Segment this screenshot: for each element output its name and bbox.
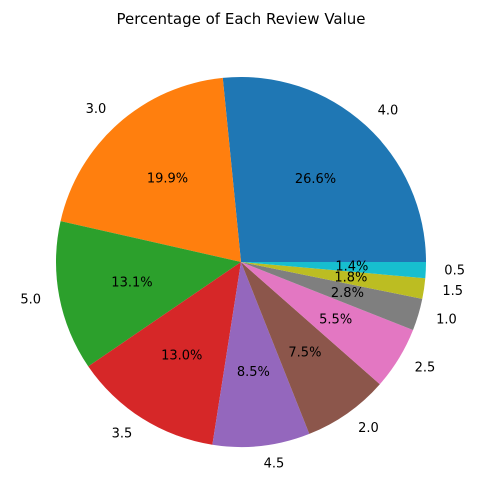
percent-label-4-0: 26.6% bbox=[295, 172, 336, 187]
pie-slice-4-0 bbox=[222, 76, 426, 262]
pie-slice-4-5 bbox=[212, 262, 310, 447]
pie-slice-3-5 bbox=[88, 262, 241, 445]
percent-label-0-5: 1.4% bbox=[335, 259, 368, 274]
pie-slices bbox=[55, 76, 426, 447]
slice-label-5-0: 5.0 bbox=[20, 293, 41, 308]
pie-slice-5-0 bbox=[55, 221, 242, 367]
percent-label-5-0: 13.1% bbox=[111, 275, 152, 290]
chart-title: Percentage of Each Review Value bbox=[116, 10, 365, 28]
slice-label-1-0: 1.0 bbox=[436, 312, 457, 327]
pie-slice-1-5 bbox=[241, 262, 426, 299]
pie-slice-3-0 bbox=[60, 77, 241, 263]
percent-label-2-5: 5.5% bbox=[319, 312, 352, 327]
pie-slice-2-0 bbox=[241, 262, 380, 434]
pie-slice-2-5 bbox=[241, 262, 414, 385]
slice-label-4-5: 4.5 bbox=[264, 457, 285, 472]
pie-slice-0-5 bbox=[241, 262, 426, 279]
slice-label-3-0: 3.0 bbox=[86, 102, 107, 117]
percent-label-1-0: 2.8% bbox=[331, 286, 364, 301]
slice-label-2-0: 2.0 bbox=[358, 421, 379, 436]
percent-label-2-0: 7.5% bbox=[288, 345, 321, 360]
percent-label-4-5: 8.5% bbox=[237, 365, 270, 380]
percent-label-1-5: 1.8% bbox=[334, 270, 367, 285]
pie-slice-1-0 bbox=[241, 262, 423, 331]
slice-label-0-5: 0.5 bbox=[444, 263, 465, 278]
slice-label-1-5: 1.5 bbox=[442, 284, 463, 299]
percent-label-3-5: 13.0% bbox=[161, 348, 202, 363]
slice-labels: 4.0 3.0 5.0 3.5 4.5 2.0 2.5 1.0 1.5 0.5 bbox=[20, 102, 465, 472]
slice-label-4-0: 4.0 bbox=[378, 104, 399, 119]
slice-label-2-5: 2.5 bbox=[415, 361, 436, 376]
percent-label-3-0: 19.9% bbox=[147, 171, 188, 186]
percent-labels: 26.6% 19.9% 13.1% 13.0% 8.5% 7.5% 5.5% 2.8%1.8%… bbox=[111, 171, 368, 380]
slice-label-3-5: 3.5 bbox=[112, 427, 133, 442]
